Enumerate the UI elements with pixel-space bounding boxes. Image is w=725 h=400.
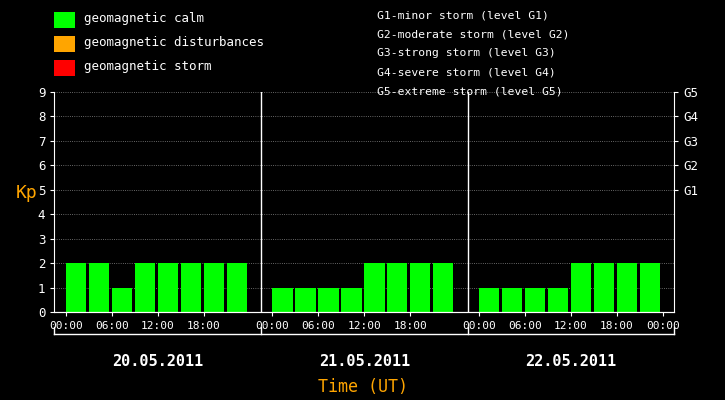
Bar	[341, 288, 362, 312]
Bar	[296, 288, 315, 312]
Text: geomagnetic storm: geomagnetic storm	[84, 60, 212, 73]
Bar	[226, 263, 246, 312]
Bar	[318, 288, 339, 312]
Bar	[204, 263, 224, 312]
Text: G4-severe storm (level G4): G4-severe storm (level G4)	[377, 68, 556, 78]
Bar	[410, 263, 431, 312]
Bar	[66, 263, 86, 312]
Bar	[548, 288, 568, 312]
Text: G5-extreme storm (level G5): G5-extreme storm (level G5)	[377, 87, 563, 97]
FancyBboxPatch shape	[54, 12, 75, 28]
Bar	[479, 288, 500, 312]
Text: G3-strong storm (level G3): G3-strong storm (level G3)	[377, 48, 556, 58]
Bar	[112, 288, 132, 312]
Bar	[525, 288, 545, 312]
Bar	[88, 263, 109, 312]
Text: 21.05.2011: 21.05.2011	[319, 354, 410, 369]
Y-axis label: Kp: Kp	[16, 184, 38, 202]
Text: G2-moderate storm (level G2): G2-moderate storm (level G2)	[377, 29, 570, 39]
FancyBboxPatch shape	[54, 36, 75, 52]
Bar	[157, 263, 178, 312]
FancyBboxPatch shape	[54, 60, 75, 76]
Bar	[273, 288, 293, 312]
Bar	[433, 263, 453, 312]
Text: Time (UT): Time (UT)	[318, 378, 407, 396]
Bar	[364, 263, 384, 312]
Bar	[617, 263, 637, 312]
Bar	[594, 263, 614, 312]
Bar	[181, 263, 201, 312]
Text: G1-minor storm (level G1): G1-minor storm (level G1)	[377, 10, 549, 20]
Bar	[502, 288, 522, 312]
Text: 20.05.2011: 20.05.2011	[112, 354, 203, 369]
Bar	[387, 263, 407, 312]
Bar	[135, 263, 155, 312]
Text: geomagnetic calm: geomagnetic calm	[84, 12, 204, 25]
Text: 22.05.2011: 22.05.2011	[526, 354, 616, 369]
Bar	[571, 263, 591, 312]
Bar	[639, 263, 660, 312]
Text: geomagnetic disturbances: geomagnetic disturbances	[84, 36, 264, 49]
